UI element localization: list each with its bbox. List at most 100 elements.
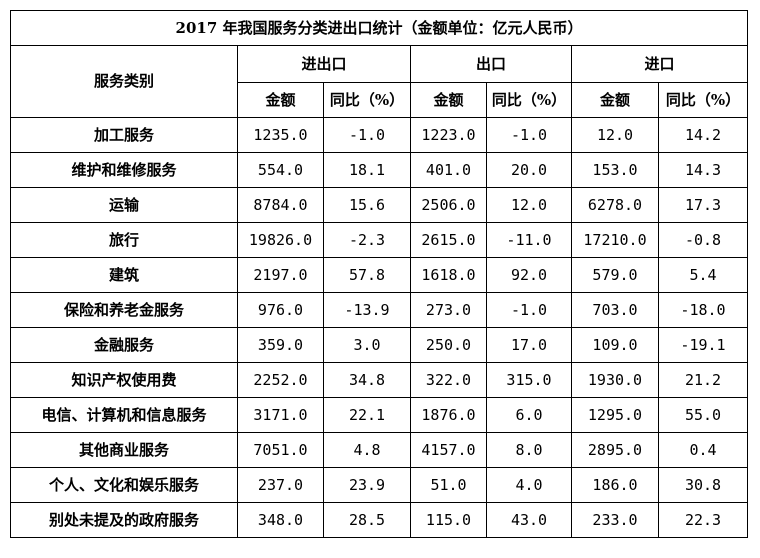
cell-yoy: 22.3 <box>657 502 749 538</box>
cell-amount: 8784.0 <box>237 187 324 223</box>
cell-yoy: 18.1 <box>323 152 411 188</box>
row-category: 个人、文化和娱乐服务 <box>10 467 238 503</box>
table-row: 旅行 19826.0 -2.3 2615.0 -11.0 17210.0 -0.8 <box>10 222 749 258</box>
cell-yoy: 4.0 <box>486 467 572 503</box>
cell-amount: 1295.0 <box>571 397 659 433</box>
header-group-import: 进口 <box>570 45 749 83</box>
cell-yoy: -2.3 <box>323 222 411 258</box>
row-category: 加工服务 <box>10 117 238 153</box>
cell-amount: 7051.0 <box>237 432 324 468</box>
table-row: 别处未提及的政府服务 348.0 28.5 115.0 43.0 233.0 22.3 <box>10 502 749 538</box>
cell-yoy: 20.0 <box>486 152 572 188</box>
cell-yoy: 43.0 <box>486 502 572 538</box>
cell-yoy: 17.0 <box>486 327 572 363</box>
cell-yoy: 30.8 <box>657 467 749 503</box>
cell-amount: 2197.0 <box>237 257 324 293</box>
table-row: 保险和养老金服务 976.0 -13.9 273.0 -1.0 703.0 -18.0 <box>10 292 749 328</box>
header-yoy: 同比（%） <box>657 82 749 118</box>
cell-amount: 233.0 <box>571 502 659 538</box>
header-amount: 金额 <box>237 82 324 118</box>
cell-amount: 237.0 <box>237 467 324 503</box>
cell-amount: 1930.0 <box>571 362 659 398</box>
row-category: 运输 <box>10 187 238 223</box>
cell-yoy: -19.1 <box>657 327 749 363</box>
cell-yoy: 23.9 <box>323 467 411 503</box>
services-trade-table: 2017 年我国服务分类进出口统计（金额单位：亿元人民币） 服务类别 进出口 出… <box>9 10 749 538</box>
cell-amount: 976.0 <box>237 292 324 328</box>
cell-amount: 250.0 <box>410 327 487 363</box>
row-category: 建筑 <box>10 257 238 293</box>
cell-amount: 2615.0 <box>410 222 487 258</box>
cell-amount: 3171.0 <box>237 397 324 433</box>
table-row: 个人、文化和娱乐服务 237.0 23.9 51.0 4.0 186.0 30.8 <box>10 467 749 503</box>
cell-amount: 153.0 <box>571 152 659 188</box>
cell-yoy: 8.0 <box>486 432 572 468</box>
cell-amount: 17210.0 <box>571 222 659 258</box>
row-category: 金融服务 <box>10 327 238 363</box>
cell-amount: 109.0 <box>571 327 659 363</box>
cell-amount: 703.0 <box>571 292 659 328</box>
cell-amount: 2895.0 <box>571 432 659 468</box>
table-row: 建筑 2197.0 57.8 1618.0 92.0 579.0 5.4 <box>10 257 749 293</box>
cell-amount: 273.0 <box>410 292 487 328</box>
cell-amount: 19826.0 <box>237 222 324 258</box>
row-category: 别处未提及的政府服务 <box>10 502 238 538</box>
header-yoy: 同比（%） <box>486 82 572 118</box>
table-body: 加工服务 1235.0 -1.0 1223.0 -1.0 12.0 14.2 维护和维修服务 5… <box>10 117 749 538</box>
cell-yoy: 315.0 <box>486 362 572 398</box>
cell-amount: 1618.0 <box>410 257 487 293</box>
cell-yoy: 92.0 <box>486 257 572 293</box>
row-category: 旅行 <box>10 222 238 258</box>
cell-amount: 322.0 <box>410 362 487 398</box>
table-row: 运输 8784.0 15.6 2506.0 12.0 6278.0 17.3 <box>10 187 749 223</box>
cell-yoy: 22.1 <box>323 397 411 433</box>
table-title: 2017 年我国服务分类进出口统计（金额单位：亿元人民币） <box>9 10 749 46</box>
cell-amount: 348.0 <box>237 502 324 538</box>
cell-yoy: 6.0 <box>486 397 572 433</box>
table-row: 金融服务 359.0 3.0 250.0 17.0 109.0 -19.1 <box>10 327 749 363</box>
header-amount: 金额 <box>410 82 487 118</box>
cell-yoy: 34.8 <box>323 362 411 398</box>
cell-yoy: -18.0 <box>657 292 749 328</box>
cell-amount: 2506.0 <box>410 187 487 223</box>
table-row: 其他商业服务 7051.0 4.8 4157.0 8.0 2895.0 0.4 <box>10 432 749 468</box>
cell-yoy: -0.8 <box>657 222 749 258</box>
cell-yoy: 15.6 <box>323 187 411 223</box>
header-group-total: 进出口 <box>237 45 411 83</box>
cell-yoy: 17.3 <box>657 187 749 223</box>
cell-amount: 401.0 <box>410 152 487 188</box>
row-category: 电信、计算机和信息服务 <box>10 397 238 433</box>
cell-yoy: 3.0 <box>323 327 411 363</box>
cell-amount: 2252.0 <box>237 362 324 398</box>
cell-yoy: 28.5 <box>323 502 411 538</box>
cell-yoy: -1.0 <box>486 292 572 328</box>
cell-amount: 1235.0 <box>237 117 324 153</box>
cell-yoy: -1.0 <box>323 117 411 153</box>
cell-yoy: 5.4 <box>657 257 749 293</box>
cell-amount: 1876.0 <box>410 397 487 433</box>
cell-amount: 359.0 <box>237 327 324 363</box>
cell-yoy: 57.8 <box>323 257 411 293</box>
row-category: 知识产权使用费 <box>10 362 238 398</box>
cell-amount: 579.0 <box>571 257 659 293</box>
cell-yoy: 21.2 <box>657 362 749 398</box>
cell-yoy: 4.8 <box>323 432 411 468</box>
cell-amount: 12.0 <box>571 117 659 153</box>
cell-amount: 186.0 <box>571 467 659 503</box>
row-category: 保险和养老金服务 <box>10 292 238 328</box>
table-row: 加工服务 1235.0 -1.0 1223.0 -1.0 12.0 14.2 <box>10 117 749 153</box>
cell-amount: 1223.0 <box>410 117 487 153</box>
cell-amount: 554.0 <box>237 152 324 188</box>
table-row: 知识产权使用费 2252.0 34.8 322.0 315.0 1930.0 21.2 <box>10 362 749 398</box>
cell-amount: 51.0 <box>410 467 487 503</box>
cell-yoy: -13.9 <box>323 292 411 328</box>
header-category: 服务类别 <box>10 45 238 118</box>
cell-yoy: -11.0 <box>486 222 572 258</box>
cell-yoy: 14.3 <box>657 152 749 188</box>
cell-amount: 4157.0 <box>410 432 487 468</box>
cell-yoy: 14.2 <box>657 117 749 153</box>
cell-amount: 6278.0 <box>571 187 659 223</box>
row-category: 维护和维修服务 <box>10 152 238 188</box>
header-amount: 金额 <box>571 82 659 118</box>
cell-yoy: 55.0 <box>657 397 749 433</box>
